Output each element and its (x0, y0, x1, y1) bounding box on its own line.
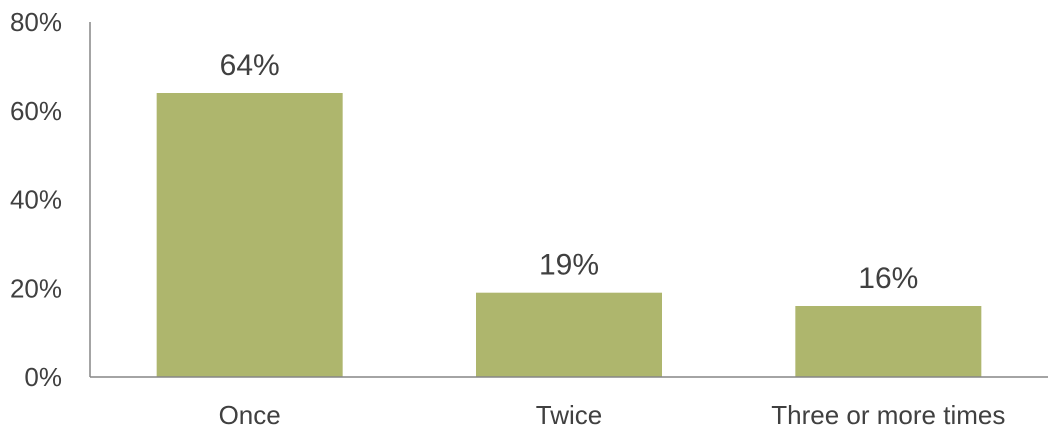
bar (795, 306, 982, 377)
x-tick-label: Twice (536, 400, 602, 430)
y-tick-label: 40% (10, 185, 62, 215)
x-axis-labels: Once Twice Three or more times (219, 400, 1006, 430)
x-tick-label: Three or more times (771, 400, 1005, 430)
y-axis-ticks: 0% 20% 40% 60% 80% (10, 7, 62, 392)
y-tick-label: 0% (24, 362, 62, 392)
data-labels-group: 64% 19% 16% (220, 49, 919, 295)
y-tick-label: 60% (10, 96, 62, 126)
bar (476, 292, 662, 377)
data-label: 19% (539, 249, 599, 282)
x-tick-label: Once (219, 400, 281, 430)
data-label: 16% (858, 262, 918, 295)
y-tick-label: 20% (10, 273, 62, 303)
bar (156, 93, 343, 377)
data-label: 64% (220, 49, 280, 82)
y-tick-label: 80% (10, 7, 62, 37)
bars-group (156, 93, 982, 377)
